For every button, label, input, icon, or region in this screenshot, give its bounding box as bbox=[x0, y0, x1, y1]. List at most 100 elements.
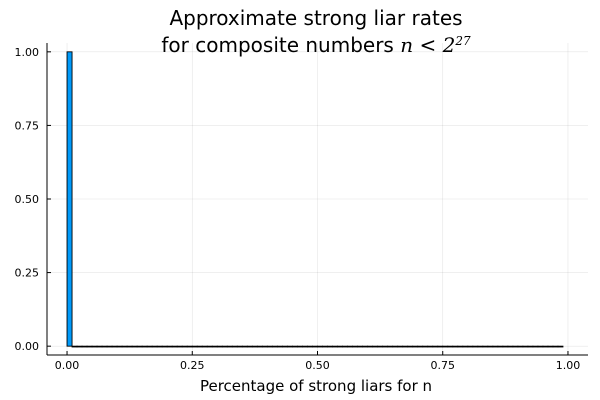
chart-title-line-2-text: for composite numbers bbox=[161, 33, 400, 57]
histogram-bar-72 bbox=[427, 345, 434, 348]
histogram-bar-17 bbox=[151, 345, 158, 348]
histogram-bar-19 bbox=[161, 345, 168, 348]
y-tick-label-0: 0.00 bbox=[15, 340, 40, 353]
histogram-bar-76 bbox=[447, 345, 454, 348]
histogram-bar-68 bbox=[407, 345, 414, 348]
histogram-bar-3 bbox=[81, 345, 88, 348]
histogram-bar-26 bbox=[196, 345, 203, 348]
histogram-bar-46 bbox=[297, 345, 303, 348]
histogram-bar-51 bbox=[322, 345, 328, 348]
histogram-bar-74 bbox=[437, 345, 444, 348]
histogram-bar-0 bbox=[66, 51, 73, 347]
x-tick-label-2: 0.50 bbox=[305, 359, 330, 372]
histogram-bar-59 bbox=[362, 345, 369, 348]
histogram-bar-15 bbox=[141, 345, 148, 348]
histogram-bars bbox=[66, 51, 564, 348]
histogram-bar-93 bbox=[532, 345, 539, 348]
histogram-bar-10 bbox=[116, 345, 123, 348]
chart-title-math-var: n bbox=[400, 33, 413, 57]
histogram-bar-57 bbox=[352, 345, 359, 348]
histogram-bar-79 bbox=[462, 345, 469, 348]
x-tick-label-4: 1.00 bbox=[556, 359, 581, 372]
tick-labels: 0.00 0.25 0.50 0.75 1.00 0.00 0.25 0.50 0.75 1.00 bbox=[15, 46, 581, 372]
histogram-bar-49 bbox=[312, 345, 318, 348]
histogram-bar-11 bbox=[121, 345, 128, 348]
histogram-bar-38 bbox=[256, 345, 263, 348]
histogram-bar-6 bbox=[96, 345, 103, 348]
histogram-bar-18 bbox=[156, 345, 163, 348]
histogram-bar-1 bbox=[71, 345, 78, 348]
histogram-bar-25 bbox=[191, 345, 198, 348]
histogram-bar-34 bbox=[236, 345, 243, 348]
histogram-bar-53 bbox=[332, 345, 338, 348]
histogram-bar-61 bbox=[372, 345, 379, 348]
histogram-bar-62 bbox=[377, 345, 384, 348]
histogram-bar-5 bbox=[91, 345, 98, 348]
histogram-bar-47 bbox=[302, 345, 308, 348]
y-tick-label-2: 0.50 bbox=[15, 193, 40, 206]
histogram-bar-67 bbox=[402, 345, 409, 348]
histogram-bar-98 bbox=[557, 345, 564, 348]
histogram-bar-12 bbox=[126, 345, 133, 348]
x-axis-label: Percentage of strong liars for n bbox=[200, 377, 432, 395]
histogram-bar-13 bbox=[131, 345, 138, 348]
chart-title-math-op: < bbox=[413, 33, 442, 57]
y-tick-label-1: 0.25 bbox=[15, 267, 40, 280]
histogram-bar-42 bbox=[276, 345, 283, 348]
histogram-bar-43 bbox=[281, 345, 288, 348]
histogram-bar-55 bbox=[342, 345, 349, 348]
histogram-bar-45 bbox=[292, 345, 298, 348]
histogram-bar-41 bbox=[271, 345, 278, 348]
histogram-bar-95 bbox=[542, 345, 549, 348]
histogram-bar-40 bbox=[266, 345, 273, 348]
histogram-bar-33 bbox=[231, 345, 238, 348]
histogram-bar-24 bbox=[186, 345, 193, 348]
histogram-bar-29 bbox=[211, 345, 218, 348]
histogram-bar-83 bbox=[482, 345, 489, 348]
histogram-bar-63 bbox=[382, 345, 389, 348]
histogram-bar-65 bbox=[392, 345, 399, 348]
histogram-bar-31 bbox=[221, 345, 228, 348]
histogram-bar-85 bbox=[492, 345, 499, 348]
histogram-bar-78 bbox=[457, 345, 464, 348]
histogram-bar-4 bbox=[86, 345, 93, 348]
histogram-bar-75 bbox=[442, 345, 449, 348]
histogram-bar-52 bbox=[327, 345, 333, 348]
histogram-bar-22 bbox=[176, 345, 183, 348]
histogram-bar-7 bbox=[101, 345, 108, 348]
x-tick-label-3: 0.75 bbox=[430, 359, 455, 372]
histogram-bar-97 bbox=[552, 345, 559, 348]
x-tick-label-0: 0.00 bbox=[55, 359, 80, 372]
histogram-bar-20 bbox=[166, 345, 173, 348]
histogram-bar-36 bbox=[246, 345, 253, 348]
histogram-bar-71 bbox=[422, 345, 429, 348]
histogram-bar-66 bbox=[397, 345, 404, 348]
histogram-bar-23 bbox=[181, 345, 188, 348]
chart-title-math-exponent: 27 bbox=[454, 34, 471, 48]
histogram-bar-88 bbox=[507, 345, 514, 348]
chart-title-line-2: for composite numbers n < 227 bbox=[161, 33, 471, 57]
histogram-bar-44 bbox=[286, 345, 293, 348]
histogram-bar-92 bbox=[527, 345, 534, 348]
histogram-bar-70 bbox=[417, 345, 424, 348]
histogram-bar-56 bbox=[347, 345, 354, 348]
histogram-bar-64 bbox=[387, 345, 394, 348]
histogram-bar-86 bbox=[497, 345, 504, 348]
chart-title-math-base: 2 bbox=[442, 33, 456, 57]
histogram-bar-32 bbox=[226, 345, 233, 348]
histogram-bar-16 bbox=[146, 345, 153, 348]
histogram-bar-21 bbox=[171, 345, 178, 348]
histogram-bar-2 bbox=[76, 345, 83, 348]
histogram-bar-14 bbox=[136, 345, 143, 348]
histogram-bar-87 bbox=[502, 345, 509, 348]
histogram-bar-39 bbox=[261, 345, 268, 348]
histogram-bar-27 bbox=[201, 345, 208, 348]
chart-title-line-1: Approximate strong liar rates bbox=[169, 6, 462, 30]
x-tick-label-1: 0.25 bbox=[180, 359, 205, 372]
histogram-bar-73 bbox=[432, 345, 439, 348]
histogram-bar-77 bbox=[452, 345, 459, 348]
histogram-bar-90 bbox=[517, 345, 524, 348]
histogram-bar-37 bbox=[251, 345, 258, 348]
histogram-bar-50 bbox=[317, 345, 323, 348]
